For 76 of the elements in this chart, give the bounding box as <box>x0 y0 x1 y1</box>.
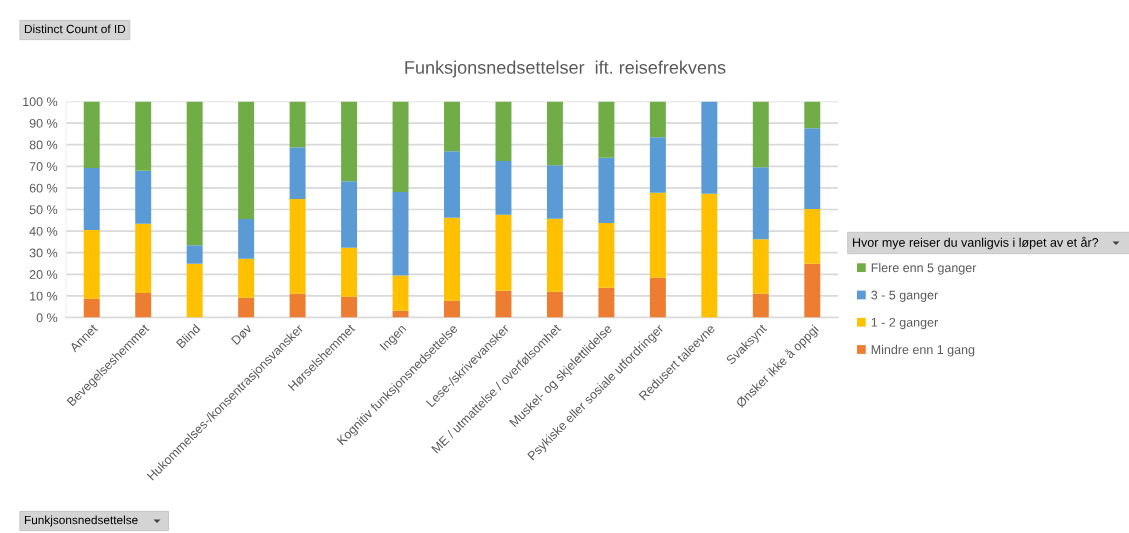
bar <box>804 263 821 318</box>
bar <box>83 101 100 169</box>
bar <box>135 223 152 294</box>
bar <box>495 101 512 161</box>
y-tick-label: 20 % <box>29 270 58 279</box>
bar <box>392 310 409 318</box>
legend-label: Flere enn 5 ganger <box>871 263 977 275</box>
bar <box>752 101 769 168</box>
text: Distinct Count of ID <box>24 24 126 34</box>
bar <box>83 230 100 299</box>
bar <box>804 101 821 129</box>
chart-title: Funksjonsnedsettelser ift. reisefrekvens <box>405 60 726 78</box>
bar <box>135 293 152 318</box>
bar <box>546 218 563 292</box>
bar <box>289 293 306 318</box>
y-tick-label: 10 % <box>30 291 58 301</box>
legend-label: 1 - 2 ganger <box>871 317 938 330</box>
bar <box>598 157 615 224</box>
bar <box>238 219 255 259</box>
y-tick-label: 70 % <box>29 162 58 171</box>
bar <box>289 101 306 148</box>
bar <box>649 277 666 318</box>
bar <box>135 101 152 171</box>
bar <box>752 293 769 318</box>
bar <box>804 209 821 264</box>
y-tick-label: 100 % <box>23 97 58 107</box>
legend-label: 3 - 5 ganger <box>871 290 938 302</box>
bar <box>83 298 100 318</box>
bar <box>752 239 769 294</box>
bar <box>804 128 821 210</box>
bar <box>444 300 460 318</box>
bar <box>444 217 460 301</box>
bar <box>598 101 615 158</box>
y-tick-label: 0 % <box>36 313 58 323</box>
bar <box>392 192 409 276</box>
legend-title: Hvor mye reiser du vanligvis i løpet av et år? <box>853 236 1099 250</box>
bar <box>238 101 255 219</box>
bar <box>186 101 203 246</box>
y-tick-label: 60 % <box>29 183 58 193</box>
bar <box>649 101 666 138</box>
bar <box>186 245 203 264</box>
bar <box>598 287 615 318</box>
bar <box>495 214 512 291</box>
bar <box>701 193 718 318</box>
bar <box>649 192 666 278</box>
bar <box>752 167 769 240</box>
bar <box>701 101 718 194</box>
y-tick-label: 80 % <box>29 140 58 150</box>
bar <box>289 147 306 199</box>
bar <box>341 101 358 182</box>
bar <box>392 101 409 192</box>
y-tick-label: 40 % <box>29 226 58 236</box>
bar <box>341 247 358 297</box>
bar <box>444 151 460 218</box>
bar <box>83 168 100 231</box>
x-axis-title: Funkjsonsnedsettelse <box>24 515 138 527</box>
y-tick-label: 30 % <box>29 248 58 258</box>
bar <box>341 296 358 318</box>
bar <box>186 263 203 318</box>
bar <box>341 181 358 248</box>
bar <box>135 170 152 224</box>
bar <box>598 223 615 288</box>
bar <box>495 160 512 215</box>
bar <box>444 101 460 152</box>
bar <box>238 297 255 318</box>
bar <box>495 290 512 318</box>
bar <box>238 258 255 298</box>
y-tick-label: 90 % <box>29 118 58 128</box>
bar <box>392 275 409 311</box>
y-tick-label: 50 % <box>29 205 58 215</box>
legend-label: Mindre enn 1 gang <box>871 344 975 357</box>
bar <box>546 291 563 318</box>
bar <box>546 165 563 219</box>
bar <box>289 198 306 294</box>
bar <box>649 137 666 193</box>
bar <box>546 101 563 166</box>
